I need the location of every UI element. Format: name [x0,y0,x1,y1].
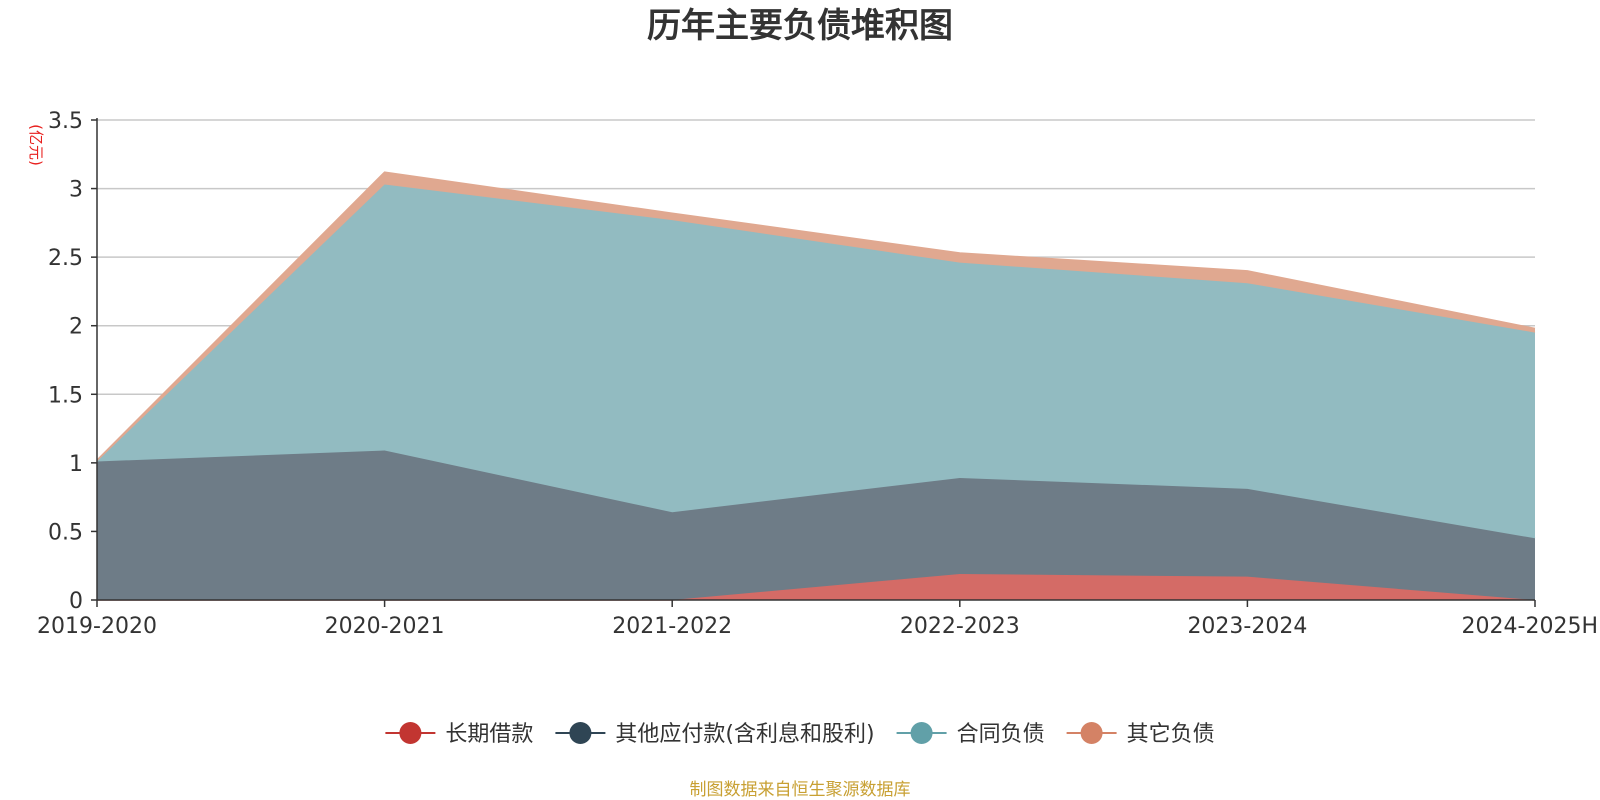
data-source-note: 制图数据来自恒生聚源数据库 [690,780,911,800]
area-series-layer [96,171,1536,601]
legend-label: 合同负债 [957,722,1045,747]
y-tick-label: 1.5 [48,383,83,408]
legend-label: 其他应付款(含利息和股利) [615,722,874,747]
x-tick-label: 2021-2022 [612,614,732,639]
y-tick-label: 1 [69,452,83,477]
x-tick-label: 2023-2024 [1187,614,1307,639]
legend-marker [399,722,422,744]
legend-item-1[interactable]: 长期借款 [385,722,533,747]
y-tick-label: 0.5 [48,520,83,545]
legend-label: 其它负债 [1127,722,1215,747]
legend-marker [910,722,933,744]
x-tick-label: 2022-2023 [900,614,1020,639]
legend-item-2[interactable]: 其他应付款(含利息和股利) [555,722,875,747]
y-tick-label: 3 [69,178,83,203]
area-series-line-4 [96,171,1536,461]
y-tick-label: 3.5 [48,109,83,134]
y-tick-label: 2.5 [48,246,83,271]
legend-item-4[interactable]: 其它负债 [1066,722,1215,747]
chart-title: 历年主要负债堆积图 [647,6,953,46]
area-series-2 [97,450,1535,600]
y-tick-label: 0 [69,589,83,614]
x-tick-label: 2019-2020 [37,614,157,639]
y-tick-label: 2 [69,315,83,340]
legend: 长期借款 其他应付款(含利息和股利) 合同负债 其它负债 [385,722,1215,747]
x-tick-label: 2020-2021 [325,614,445,639]
y-axis-unit-label: (亿元) [27,124,45,166]
x-tick-label: 2024-2025H [1462,614,1598,639]
legend-marker [569,722,592,744]
legend-label: 长期借款 [445,722,533,747]
axes: 0 0.5 1 1.5 2 2.5 3 3.5 2019-2020 2020-2021 2021-2… [37,109,1598,639]
legend-item-3[interactable]: 合同负债 [896,722,1045,747]
area-series-3 [97,184,1535,539]
legend-marker [1080,722,1103,744]
